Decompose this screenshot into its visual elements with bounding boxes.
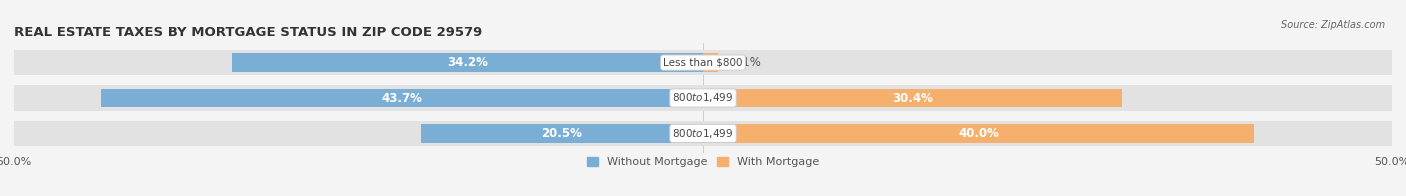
Bar — [703, 89, 1122, 107]
Text: 40.0%: 40.0% — [957, 127, 1000, 140]
Text: 20.5%: 20.5% — [541, 127, 582, 140]
Bar — [703, 124, 1254, 143]
Bar — [703, 53, 718, 72]
Text: $800 to $1,499: $800 to $1,499 — [672, 92, 734, 104]
Bar — [14, 85, 1392, 111]
Text: $800 to $1,499: $800 to $1,499 — [672, 127, 734, 140]
Text: Less than $800: Less than $800 — [664, 58, 742, 68]
Bar — [14, 121, 1392, 146]
Text: REAL ESTATE TAXES BY MORTGAGE STATUS IN ZIP CODE 29579: REAL ESTATE TAXES BY MORTGAGE STATUS IN … — [14, 26, 482, 39]
Text: 34.2%: 34.2% — [447, 56, 488, 69]
Bar — [232, 53, 703, 72]
Text: Source: ZipAtlas.com: Source: ZipAtlas.com — [1281, 20, 1385, 30]
Text: 1.1%: 1.1% — [733, 56, 762, 69]
Bar — [101, 89, 703, 107]
Text: 30.4%: 30.4% — [891, 92, 932, 104]
Bar — [420, 124, 703, 143]
Text: 43.7%: 43.7% — [381, 92, 422, 104]
Legend: Without Mortgage, With Mortgage: Without Mortgage, With Mortgage — [588, 157, 818, 167]
Bar — [14, 50, 1392, 75]
